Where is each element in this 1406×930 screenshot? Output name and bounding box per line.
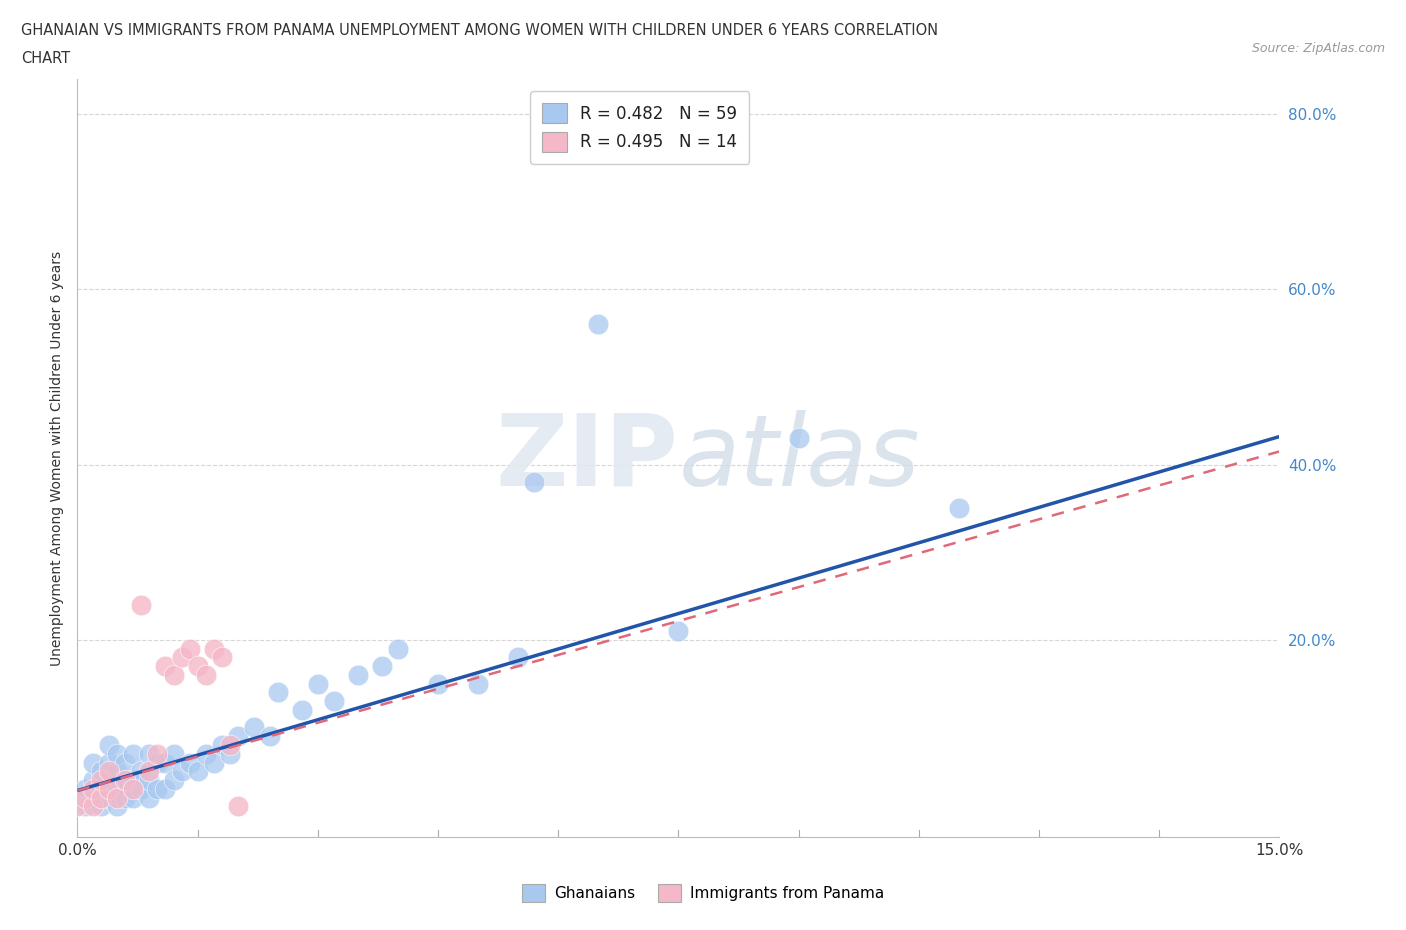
Point [523,474,546,489]
Point [131,597,153,612]
Point [226,799,249,814]
Point [218,737,240,752]
Point [90,799,112,814]
Point [218,746,240,761]
Point [114,773,136,788]
Point [170,764,193,778]
Point [90,773,112,788]
Y-axis label: Unemployment Among Women with Children Under 6 years: Unemployment Among Women with Children U… [51,250,65,666]
Point [82,781,104,796]
Point [75,799,97,814]
Point [122,746,145,761]
Point [98,790,121,805]
Point [98,781,121,796]
Point [307,676,329,691]
Point [114,790,136,805]
Point [107,790,129,805]
Point [211,650,233,665]
Point [162,668,184,683]
Point [291,702,314,717]
Point [75,790,97,805]
Legend: Ghanaians, Immigrants from Panama: Ghanaians, Immigrants from Panama [516,878,890,909]
Point [787,431,810,445]
Point [90,764,112,778]
Point [508,650,530,665]
Point [98,755,121,770]
Point [170,650,193,665]
Point [114,773,136,788]
Point [194,668,217,683]
Point [948,501,970,516]
Point [267,685,290,700]
Point [187,764,209,778]
Point [202,755,225,770]
Point [138,764,160,778]
Point [66,799,89,814]
Point [179,755,201,770]
Point [194,746,217,761]
Point [98,764,121,778]
Point [187,658,209,673]
Point [322,694,344,709]
Point [146,746,169,761]
Point [98,773,121,788]
Point [122,773,145,788]
Point [107,764,129,778]
Point [371,658,394,673]
Point [347,668,370,683]
Point [114,755,136,770]
Point [75,781,97,796]
Point [387,641,409,656]
Point [82,755,104,770]
Text: GHANAIAN VS IMMIGRANTS FROM PANAMA UNEMPLOYMENT AMONG WOMEN WITH CHILDREN UNDER : GHANAIAN VS IMMIGRANTS FROM PANAMA UNEMP… [21,23,938,38]
Point [82,773,104,788]
Point [107,799,129,814]
Text: atlas: atlas [679,409,920,507]
Point [155,755,177,770]
Point [668,624,690,639]
Point [155,658,177,673]
Point [211,737,233,752]
Text: Source: ZipAtlas.com: Source: ZipAtlas.com [1251,42,1385,55]
Point [66,790,89,805]
Point [82,799,104,814]
Point [131,781,153,796]
Point [107,781,129,796]
Point [122,781,145,796]
Legend: R = 0.482   N = 59, R = 0.495   N = 14: R = 0.482 N = 59, R = 0.495 N = 14 [530,91,749,164]
Point [138,790,160,805]
Point [155,781,177,796]
Point [162,773,184,788]
Point [138,746,160,761]
Text: ZIP: ZIP [495,409,679,507]
Point [162,746,184,761]
Point [98,737,121,752]
Point [259,729,281,744]
Point [90,790,112,805]
Point [131,764,153,778]
Point [427,676,450,691]
Point [82,790,104,805]
Point [179,641,201,656]
Point [138,773,160,788]
Point [467,676,489,691]
Point [146,781,169,796]
Point [90,781,112,796]
Point [242,720,264,735]
Point [146,755,169,770]
Point [202,641,225,656]
Point [226,729,249,744]
Point [588,317,610,332]
Point [107,746,129,761]
Text: CHART: CHART [21,51,70,66]
Point [122,790,145,805]
